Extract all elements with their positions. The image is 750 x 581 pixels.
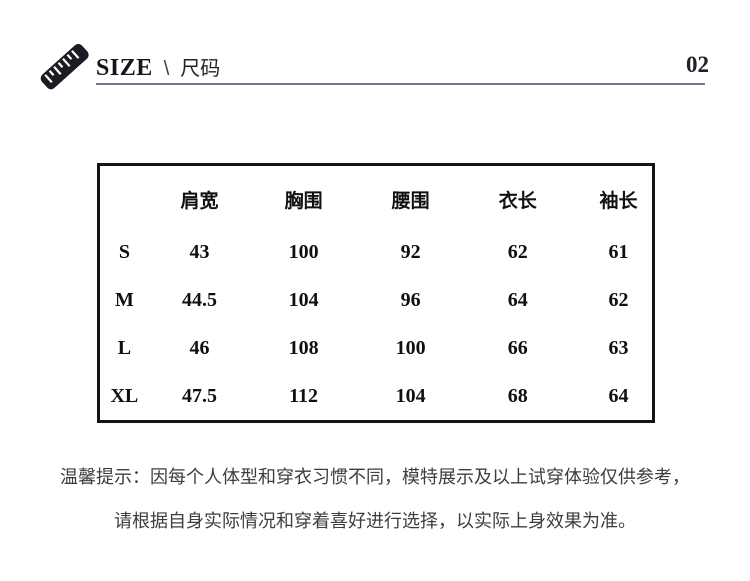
table-cell: 100: [395, 336, 426, 359]
table-cell: 92: [400, 240, 421, 263]
table-cell: 104: [288, 288, 319, 311]
size-label: S: [118, 240, 130, 263]
table-cell: 68: [507, 384, 528, 407]
table-cell: 112: [289, 384, 319, 407]
disclaimer: 温馨提示：因每个人体型和穿衣习惯不同，模特展示及以上试穿体验仅供参考， 请根据自…: [0, 455, 750, 543]
table-row-s: S 43 100 92 62 61: [99, 228, 654, 276]
section-title-en: SIZE: [96, 55, 153, 81]
table-row-m: M 44.5 104 96 64 62: [99, 276, 654, 324]
table-cell: 62: [507, 240, 528, 263]
table-cell: 66: [507, 336, 528, 359]
page-number: 02: [686, 52, 709, 77]
disclaimer-line-2: 请根据自身实际情况和穿着喜好进行选择，以实际上身效果为准。: [114, 511, 636, 531]
table-cell: 96: [400, 288, 421, 311]
title-separator: \: [163, 58, 170, 80]
column-header-shoulder: 肩宽: [180, 190, 219, 212]
table-cell: 43: [189, 240, 210, 263]
table-cell: 46: [189, 336, 210, 359]
table-header-row: 肩宽 胸围 腰围 衣长 袖长: [99, 165, 654, 229]
table-row-xl: XL 47.5 112 104 68 64: [99, 372, 654, 422]
size-label: XL: [110, 384, 139, 407]
column-header-sleeve: 袖长: [599, 190, 638, 212]
table-cell: 104: [395, 384, 426, 407]
table-cell: 64: [507, 288, 528, 311]
table-cell: 47.5: [182, 384, 218, 407]
column-header-waist: 腰围: [391, 190, 430, 212]
table-cell: 64: [608, 384, 629, 407]
table-corner-cell: [99, 165, 149, 229]
table-cell: 44.5: [182, 288, 218, 311]
ruler-icon: [36, 38, 94, 96]
table-cell: 62: [608, 288, 629, 311]
table-row-l: L 46 108 100 66 63: [99, 324, 654, 372]
size-table: 肩宽 胸围 腰围 衣长 袖长 S 43 100 92 62 61 M 44.5 …: [97, 163, 655, 423]
column-header-bust: 胸围: [284, 190, 323, 212]
table-cell: 61: [608, 240, 629, 263]
size-label: L: [117, 336, 132, 359]
table-cell: 63: [608, 336, 629, 359]
section-title-cn: 尺码: [180, 58, 221, 80]
table-cell: 100: [288, 240, 319, 263]
table-cell: 108: [288, 336, 319, 359]
section-title: SIZE \ 尺码: [96, 52, 220, 82]
header-underline: [96, 83, 705, 85]
disclaimer-line-1: 温馨提示：因每个人体型和穿衣习惯不同，模特展示及以上试穿体验仅供参考，: [60, 467, 690, 487]
column-header-length: 衣长: [498, 190, 537, 212]
size-label: M: [114, 288, 134, 311]
